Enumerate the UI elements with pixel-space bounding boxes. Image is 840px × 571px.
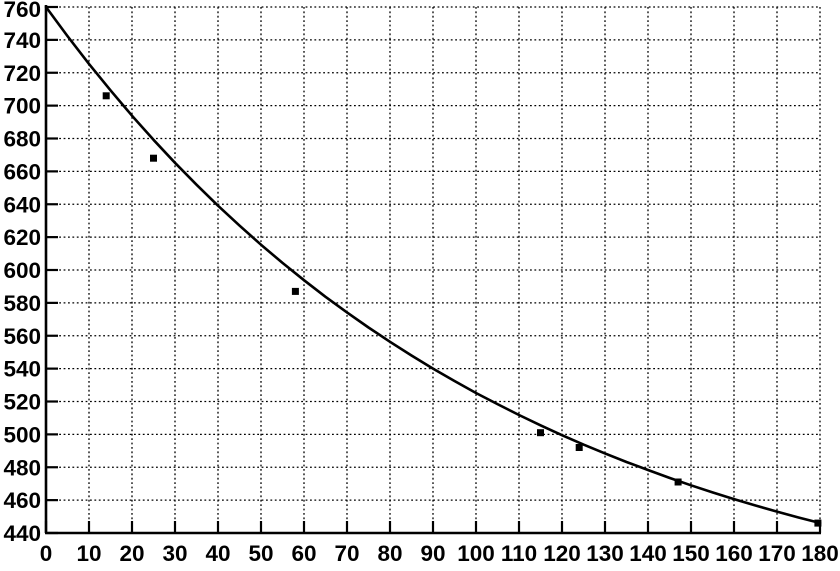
x-tick-label: 90 (420, 541, 445, 566)
x-tick-label: 80 (377, 541, 402, 566)
x-tick-label: 150 (672, 541, 710, 566)
y-tick-label: 500 (3, 422, 41, 447)
y-tick-label: 480 (3, 455, 41, 480)
data-point-marker (291, 287, 299, 295)
y-tick-label: 520 (3, 390, 41, 415)
x-tick-label: 100 (457, 541, 495, 566)
fit-curve-path (44, 5, 822, 525)
x-tick-label: 10 (76, 541, 101, 566)
x-tick-label: 120 (543, 541, 581, 566)
data-point-marker (150, 154, 157, 162)
y-tick-label: 640 (3, 192, 41, 217)
x-tick-label: 140 (629, 541, 667, 566)
y-tick-label: 660 (3, 159, 41, 184)
y-tick-label: 700 (3, 94, 41, 119)
data-point-marker (575, 444, 583, 451)
x-tick-label: 30 (162, 541, 187, 566)
y-tick-label: 620 (3, 225, 41, 250)
x-tick-label: 0 (40, 541, 53, 566)
x-tick-label: 110 (501, 541, 537, 566)
y-tick-label: 580 (3, 291, 41, 316)
y-tick-label: 600 (3, 258, 41, 283)
x-tick-label: 50 (248, 541, 273, 566)
x-tick-label: 60 (291, 541, 316, 566)
x-tick-label: 70 (334, 541, 359, 566)
y-tick-label: 560 (3, 324, 41, 349)
x-tick-label: 130 (586, 541, 624, 566)
x-tick-label: 40 (205, 541, 230, 566)
data-point-marker (537, 429, 544, 437)
x-tick-label: 180 (801, 541, 839, 566)
x-tick-label: 20 (119, 541, 144, 566)
y-tick-label: 680 (3, 127, 41, 152)
y-tick-label: 440 (3, 521, 41, 546)
y-tick-label: 540 (3, 357, 41, 382)
x-tick-label: 170 (758, 541, 796, 566)
data-point-marker (102, 92, 110, 100)
y-tick-label: 720 (3, 61, 41, 86)
y-tick-label: 460 (3, 488, 41, 513)
y-tick-label: 760 (3, 0, 41, 22)
x-tick-label: 160 (715, 541, 753, 566)
y-tick-label: 740 (3, 28, 41, 53)
